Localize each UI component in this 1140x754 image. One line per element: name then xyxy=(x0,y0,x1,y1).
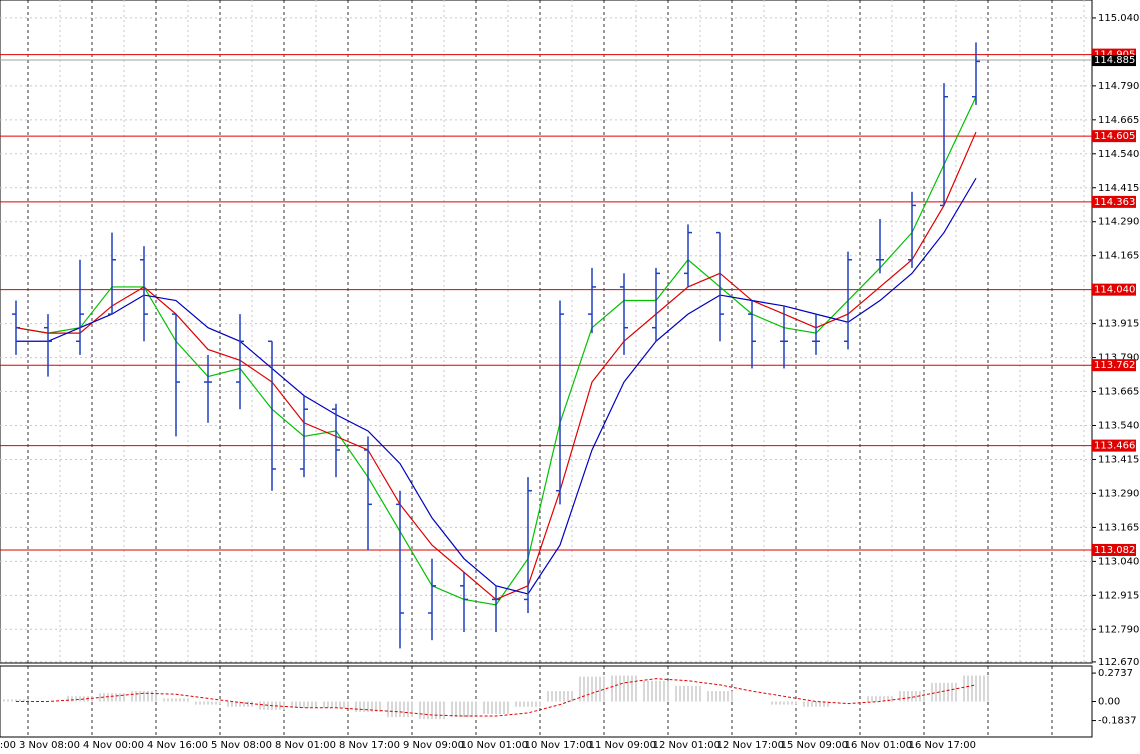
x-tick-label: 16 Nov 17:00 xyxy=(909,740,976,751)
x-tick-label: 4 Nov 16:00 xyxy=(147,740,208,751)
y-tick-label: 113.915 xyxy=(1098,319,1139,330)
current-price-tag xyxy=(1092,55,1136,67)
y-tick-label: 114.790 xyxy=(1098,81,1139,92)
x-tick-label: 4 Nov 00:00 xyxy=(83,740,144,751)
y-tick-label: 114.290 xyxy=(1098,217,1139,228)
y-tick-label: 113.165 xyxy=(1098,522,1139,533)
x-tick-label: 12 Nov 01:00 xyxy=(653,740,720,751)
x-tick-label: 10 Nov 01:00 xyxy=(461,740,528,751)
y-tick-label: 113.415 xyxy=(1098,454,1139,465)
y-tick-label: 112.790 xyxy=(1098,624,1139,635)
osc-tick-label: 0.2737 xyxy=(1098,668,1133,679)
y-tick-label: 113.540 xyxy=(1098,421,1139,432)
level-label: 113.466 xyxy=(1094,441,1135,452)
y-tick-label: 113.790 xyxy=(1098,353,1139,364)
oscillator-panel xyxy=(0,665,1093,738)
y-tick-label: 114.665 xyxy=(1098,115,1139,126)
x-tick-label: 11 Nov 09:00 xyxy=(589,740,656,751)
y-tick-label: 112.915 xyxy=(1098,590,1139,601)
level-label: 114.605 xyxy=(1094,131,1135,142)
x-tick-label: 12 Nov 17:00 xyxy=(717,740,784,751)
x-tick-label: 9 Nov 09:00 xyxy=(403,740,464,751)
x-tick-label: 15 Nov 09:00 xyxy=(781,740,848,751)
y-tick-label: 113.290 xyxy=(1098,488,1139,499)
x-tick-label: 3 Nov 08:00 xyxy=(19,740,80,751)
level-tag xyxy=(1092,543,1136,556)
osc-tick-label: 0.00 xyxy=(1098,697,1120,708)
level-label: 113.762 xyxy=(1094,360,1135,371)
osc-signal xyxy=(16,678,977,717)
level-tag xyxy=(1092,195,1136,208)
y-tick-label: 113.040 xyxy=(1098,556,1139,567)
x-tick-label: 8 Nov 01:00 xyxy=(275,740,336,751)
y-tick-label: 114.540 xyxy=(1098,149,1139,160)
level-tag xyxy=(1092,283,1136,296)
level-label: 113.082 xyxy=(1094,545,1135,556)
x-tick-label: 16 Nov 01:00 xyxy=(845,740,912,751)
y-tick-label: 114.415 xyxy=(1098,183,1139,194)
level-tag xyxy=(1092,439,1136,452)
y-tick-label: 114.165 xyxy=(1098,251,1139,262)
y-tick-label: 115.040 xyxy=(1098,13,1139,24)
level-tag xyxy=(1092,359,1136,372)
price-panel xyxy=(0,0,1093,664)
y-tick-label: 112.670 xyxy=(1098,657,1139,668)
x-tick-label: 8 Nov 17:00 xyxy=(339,740,400,751)
osc-tick-label: -0.1837 xyxy=(1098,716,1137,727)
x-tick-label: 5 Nov 08:00 xyxy=(211,740,272,751)
current-price-label: 114.885 xyxy=(1094,55,1135,66)
y-tick-label: 113.665 xyxy=(1098,387,1139,398)
x-tick-label: 10 Nov 17:00 xyxy=(525,740,592,751)
level-label: 114.040 xyxy=(1094,285,1135,296)
level-label: 114.363 xyxy=(1094,197,1135,208)
x-tick-label: 6:00 xyxy=(0,740,16,751)
level-tag xyxy=(1092,130,1136,143)
